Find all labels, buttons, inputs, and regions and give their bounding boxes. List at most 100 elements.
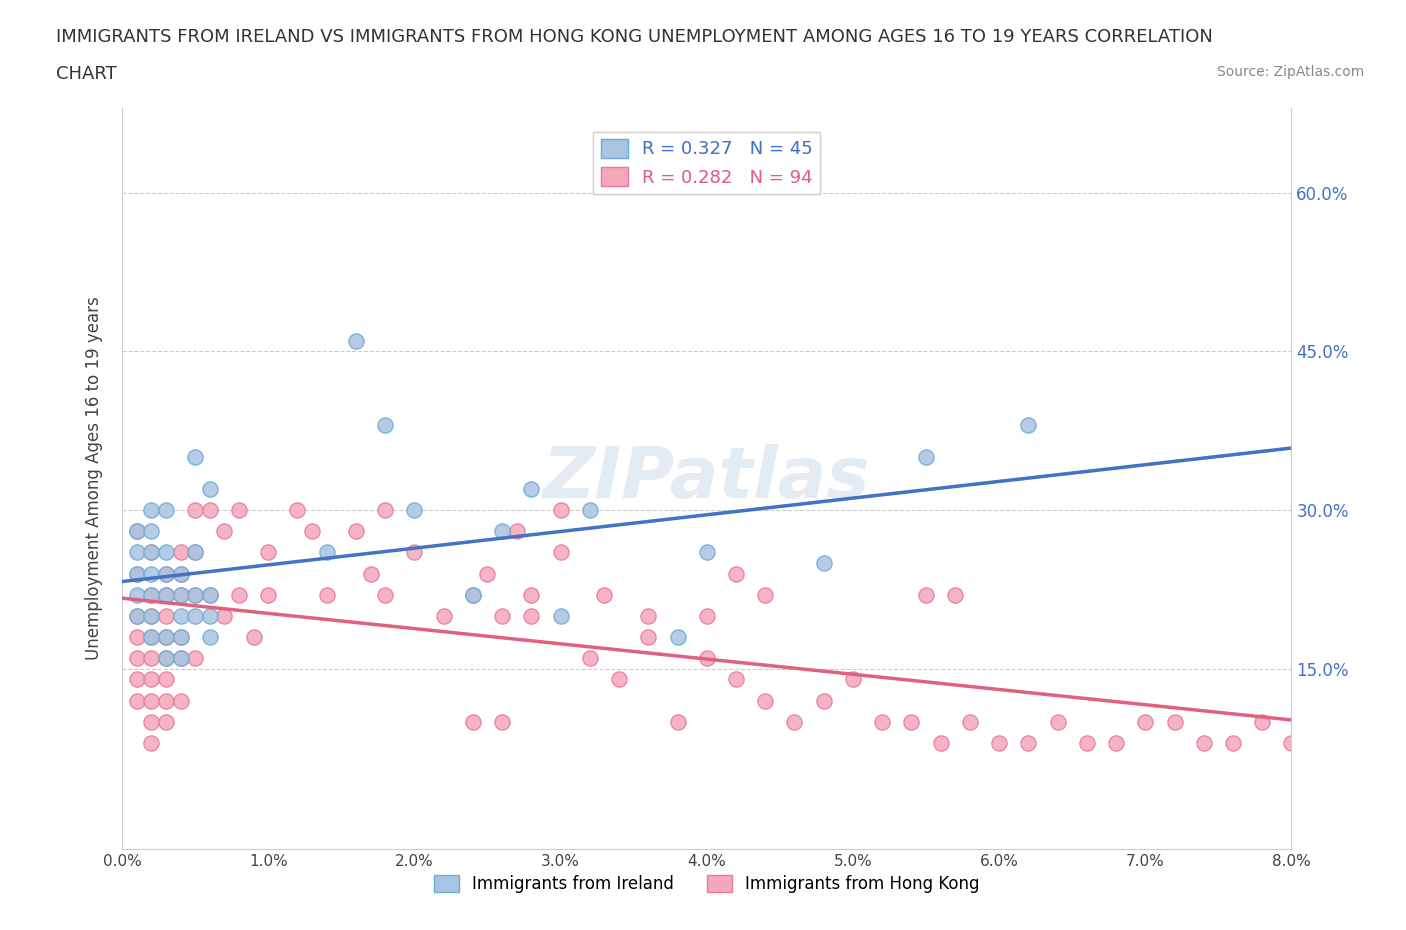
Point	[491, 714, 513, 729]
Point	[637, 608, 659, 623]
Point	[257, 545, 280, 560]
Point	[141, 545, 163, 560]
Point	[125, 566, 148, 581]
Point	[607, 671, 630, 686]
Point	[169, 651, 191, 666]
Text: ZIPatlas: ZIPatlas	[543, 444, 870, 512]
Point	[184, 545, 207, 560]
Point	[125, 587, 148, 602]
Point	[461, 714, 484, 729]
Point	[155, 693, 177, 708]
Point	[125, 671, 148, 686]
Point	[813, 693, 835, 708]
Point	[870, 714, 893, 729]
Point	[344, 524, 367, 538]
Point	[169, 630, 191, 644]
Point	[169, 693, 191, 708]
Point	[184, 587, 207, 602]
Point	[724, 671, 747, 686]
Point	[141, 630, 163, 644]
Point	[141, 587, 163, 602]
Point	[1017, 418, 1039, 432]
Point	[198, 608, 221, 623]
Text: IMMIGRANTS FROM IRELAND VS IMMIGRANTS FROM HONG KONG UNEMPLOYMENT AMONG AGES 16 : IMMIGRANTS FROM IRELAND VS IMMIGRANTS FR…	[56, 28, 1213, 46]
Point	[155, 608, 177, 623]
Point	[141, 693, 163, 708]
Point	[287, 502, 309, 517]
Point	[1135, 714, 1157, 729]
Point	[550, 608, 572, 623]
Point	[491, 608, 513, 623]
Point	[155, 671, 177, 686]
Point	[125, 651, 148, 666]
Point	[184, 651, 207, 666]
Point	[593, 587, 616, 602]
Point	[125, 693, 148, 708]
Point	[125, 608, 148, 623]
Point	[125, 608, 148, 623]
Point	[169, 587, 191, 602]
Point	[666, 714, 689, 729]
Point	[915, 450, 938, 465]
Point	[184, 608, 207, 623]
Point	[169, 651, 191, 666]
Point	[943, 587, 966, 602]
Point	[155, 566, 177, 581]
Point	[141, 671, 163, 686]
Point	[1076, 736, 1098, 751]
Point	[141, 736, 163, 751]
Point	[155, 651, 177, 666]
Point	[477, 566, 499, 581]
Point	[404, 502, 426, 517]
Point	[184, 587, 207, 602]
Point	[169, 608, 191, 623]
Point	[360, 566, 382, 581]
Point	[141, 566, 163, 581]
Point	[141, 545, 163, 560]
Point	[155, 502, 177, 517]
Point	[315, 587, 337, 602]
Point	[959, 714, 981, 729]
Point	[198, 482, 221, 497]
Point	[228, 502, 250, 517]
Point	[754, 587, 776, 602]
Point	[155, 566, 177, 581]
Text: Source: ZipAtlas.com: Source: ZipAtlas.com	[1216, 65, 1364, 79]
Point	[578, 651, 600, 666]
Point	[198, 587, 221, 602]
Point	[915, 587, 938, 602]
Point	[842, 671, 865, 686]
Point	[637, 630, 659, 644]
Point	[1046, 714, 1069, 729]
Point	[754, 693, 776, 708]
Point	[141, 630, 163, 644]
Point	[696, 545, 718, 560]
Point	[1017, 736, 1039, 751]
Text: CHART: CHART	[56, 65, 117, 83]
Point	[155, 630, 177, 644]
Point	[141, 651, 163, 666]
Point	[1163, 714, 1185, 729]
Point	[520, 482, 543, 497]
Point	[1105, 736, 1128, 751]
Point	[184, 502, 207, 517]
Point	[155, 630, 177, 644]
Point	[169, 587, 191, 602]
Point	[461, 587, 484, 602]
Y-axis label: Unemployment Among Ages 16 to 19 years: Unemployment Among Ages 16 to 19 years	[86, 297, 103, 660]
Point	[141, 524, 163, 538]
Point	[125, 630, 148, 644]
Point	[929, 736, 952, 751]
Point	[988, 736, 1011, 751]
Point	[169, 566, 191, 581]
Point	[214, 524, 236, 538]
Point	[198, 587, 221, 602]
Point	[228, 587, 250, 602]
Point	[141, 502, 163, 517]
Point	[813, 555, 835, 570]
Point	[696, 651, 718, 666]
Point	[125, 524, 148, 538]
Point	[184, 545, 207, 560]
Point	[1251, 714, 1274, 729]
Point	[125, 566, 148, 581]
